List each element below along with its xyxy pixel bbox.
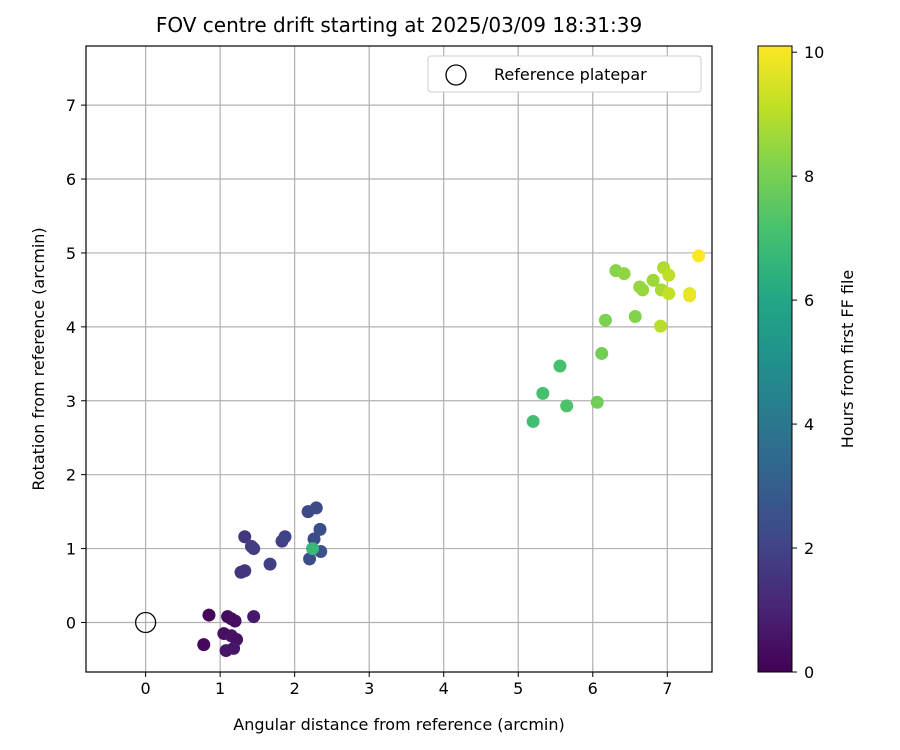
y-tick-label: 7 [66, 96, 76, 115]
data-point [598, 313, 612, 327]
data-point [278, 530, 292, 544]
data-point [536, 386, 550, 400]
x-tick-label: 1 [215, 679, 225, 698]
x-tick-label: 5 [513, 679, 523, 698]
data-point [313, 522, 327, 536]
grid [86, 46, 712, 672]
x-axis-label: Angular distance from reference (arcmin) [233, 715, 564, 734]
data-point [617, 267, 631, 281]
y-tick-label: 6 [66, 170, 76, 189]
x-tick-label: 4 [439, 679, 449, 698]
y-axis: 0 1 2 3 4 5 6 7 [66, 96, 86, 632]
data-point [197, 638, 211, 652]
data-point [227, 641, 241, 655]
reference-layer [134, 611, 157, 634]
data-point [595, 346, 609, 360]
legend-box [427, 55, 702, 93]
data-point [654, 319, 668, 333]
reference-point-marker [134, 611, 157, 634]
data-point [692, 249, 706, 263]
data-point [309, 501, 323, 515]
colorbar-tick-label: 8 [804, 167, 814, 186]
x-tick-label: 6 [588, 679, 598, 698]
data-point [662, 268, 676, 282]
plot-frame [85, 45, 713, 673]
data-point [526, 414, 540, 428]
data-point [303, 552, 317, 566]
data-point [636, 283, 650, 297]
x-tick-label: 2 [290, 679, 300, 698]
data-point [228, 614, 242, 628]
data-point [263, 557, 277, 571]
colorbar-label: Hours from first FF file [838, 270, 857, 449]
data-point [202, 608, 216, 622]
x-tick-label: 3 [364, 679, 374, 698]
x-tick-label: 7 [662, 679, 672, 698]
y-axis-label: Rotation from reference (arcmin) [29, 227, 48, 490]
colorbar: 0 2 4 6 8 10 Hours from first FF file [757, 43, 857, 682]
x-axis: 0 1 2 3 4 5 6 7 [141, 672, 672, 698]
data-point [306, 542, 320, 556]
x-tick-label: 0 [141, 679, 151, 698]
chart-title: FOV centre drift starting at 2025/03/09 … [156, 13, 642, 37]
y-tick-label: 2 [66, 466, 76, 485]
colorbar-gradient [757, 45, 793, 673]
data-point [560, 399, 574, 413]
data-points [197, 249, 706, 658]
colorbar-ticks: 0 2 4 6 8 10 [792, 43, 824, 682]
colorbar-tick-label: 2 [804, 539, 814, 558]
data-point [247, 542, 261, 556]
y-tick-label: 4 [66, 318, 76, 337]
y-tick-label: 3 [66, 392, 76, 411]
y-tick-label: 0 [66, 613, 76, 632]
colorbar-tick-label: 10 [804, 43, 824, 62]
data-point [238, 530, 252, 544]
legend-marker [445, 64, 467, 86]
colorbar-tick-label: 4 [804, 415, 814, 434]
y-tick-label: 1 [66, 540, 76, 559]
legend: Reference platepar [427, 55, 702, 93]
data-point [307, 532, 321, 546]
data-point [662, 287, 676, 301]
data-point [247, 610, 261, 624]
data-point [553, 359, 567, 373]
legend-entry-reference: Reference platepar [494, 65, 647, 84]
data-point [238, 564, 252, 578]
colorbar-tick-label: 6 [804, 291, 814, 310]
data-point [646, 273, 660, 287]
y-tick-label: 5 [66, 244, 76, 263]
data-point [590, 395, 604, 409]
data-point [628, 310, 642, 324]
data-point [683, 289, 697, 303]
colorbar-tick-label: 0 [804, 663, 814, 682]
